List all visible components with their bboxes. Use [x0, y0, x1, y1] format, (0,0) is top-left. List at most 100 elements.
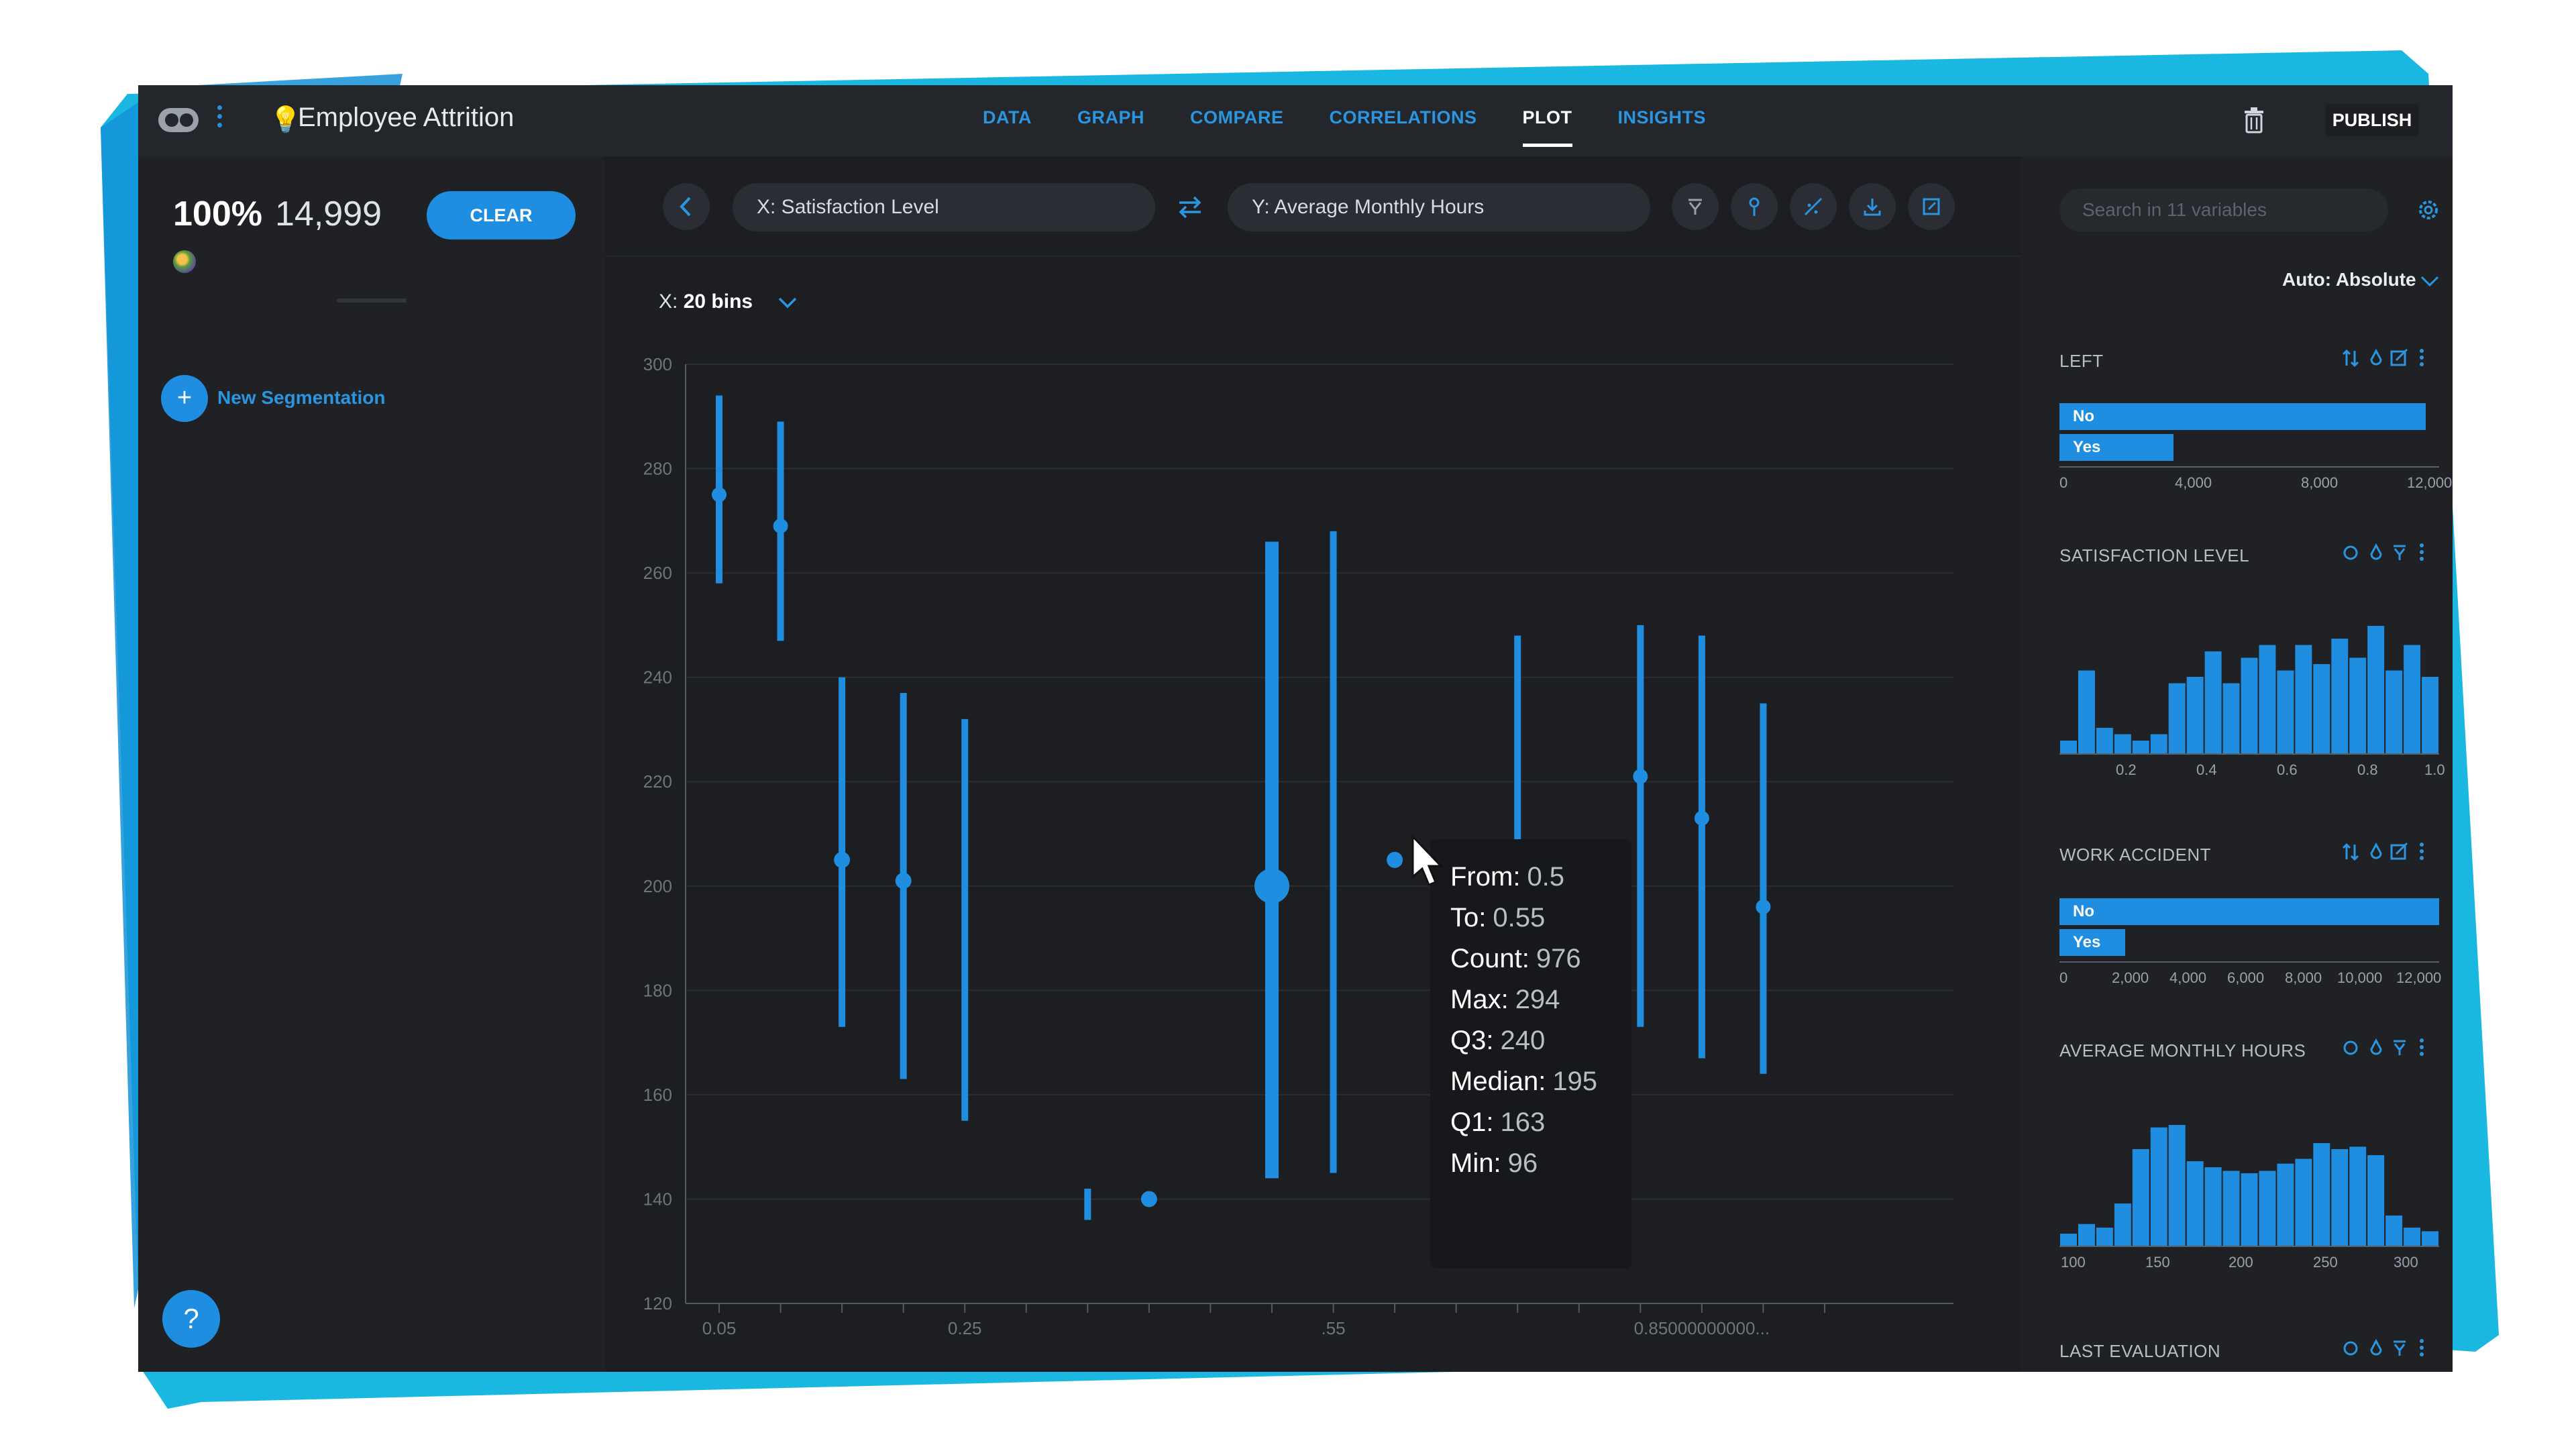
histogram-bar	[2331, 639, 2349, 753]
tooltip-count-label: Count:	[1450, 944, 1529, 973]
section-left-actions[interactable]	[2343, 347, 2443, 370]
section-title-satisfaction: SATISFACTION LEVEL	[2059, 545, 2250, 566]
histogram-bar	[2385, 670, 2403, 753]
x-tick-label: 0.85000000000...	[1634, 1318, 1770, 1338]
histogram-bar	[2422, 677, 2438, 753]
satisfaction-histogram[interactable]	[2059, 619, 2439, 753]
logo-icon[interactable]	[157, 104, 200, 136]
median-point	[1387, 851, 1403, 868]
tab-data[interactable]: DATA	[983, 107, 1032, 127]
wa-tick: 6,000	[2227, 969, 2265, 986]
work-accident-bar-yes-label: Yes	[2073, 933, 2101, 951]
tooltip-from: From: 0.5	[1450, 857, 1631, 898]
left-bar-yes[interactable]: Yes	[2059, 434, 2174, 461]
bin-tooltip: From: 0.5 To: 0.55 Count: 976 Max: 294 Q3: 24…	[1430, 839, 1631, 1269]
expand-icon	[1923, 198, 1940, 215]
y-tick-label: 240	[643, 667, 672, 688]
funnel-icon	[2394, 545, 2406, 560]
section-last-evaluation-actions[interactable]	[2343, 1337, 2443, 1360]
histogram-bar	[2295, 1159, 2312, 1246]
wa-tick: 2,000	[2112, 969, 2149, 986]
left-bar-no[interactable]: No	[2059, 403, 2426, 430]
trash-icon[interactable]	[2243, 107, 2265, 133]
sat-tick: 0.2	[2116, 761, 2137, 778]
tab-insights[interactable]: INSIGHTS	[1617, 107, 1707, 127]
app-menu-icon[interactable]	[215, 105, 224, 132]
monthly-hours-histogram[interactable]	[2059, 1118, 2439, 1246]
histogram-bar	[2367, 1155, 2385, 1246]
y-variable-select[interactable]: Y: Average Monthly Hours	[1228, 183, 1650, 231]
toolbar-divider	[605, 256, 2021, 257]
section-monthly-hours-actions[interactable]	[2343, 1036, 2443, 1059]
tab-plot[interactable]: PLOT	[1500, 85, 1595, 156]
tooltip-q3-value: 240	[1500, 1026, 1546, 1055]
tab-compare[interactable]: COMPARE	[1190, 107, 1284, 127]
box-plot-chart[interactable]: 300 280 260 240 220 200 180 160 140 120 0.05 0.25.…	[605, 311, 2021, 1357]
bins-value: 20 bins	[683, 290, 753, 313]
clear-button[interactable]: CLEAR	[427, 191, 576, 239]
median-point	[1254, 868, 1289, 904]
tab-graph[interactable]: GRAPH	[1077, 107, 1144, 127]
work-accident-bar-no[interactable]: No	[2059, 898, 2439, 925]
variables-panel: Search in 11 variables Auto: Absolute LE…	[2021, 156, 2453, 1372]
variable-search-input[interactable]: Search in 11 variables	[2059, 189, 2388, 231]
new-segmentation-plus-icon[interactable]: +	[161, 375, 208, 422]
expand-button[interactable]	[1908, 183, 1955, 230]
section-work-accident-actions[interactable]	[2343, 841, 2443, 863]
histogram-bar	[2168, 1125, 2186, 1246]
download-button[interactable]	[1849, 183, 1896, 230]
tab-correlations[interactable]: CORRELATIONS	[1329, 107, 1477, 127]
histogram-bar	[2222, 683, 2240, 753]
satisfaction-axis	[2059, 753, 2439, 755]
histogram-bar	[2132, 741, 2149, 753]
pin-button[interactable]	[1731, 183, 1778, 230]
mouse-cursor-icon	[1411, 834, 1444, 886]
tooltip-count: Count: 976	[1450, 938, 1631, 979]
left-tick: 8,000	[2301, 474, 2339, 491]
publish-button[interactable]: PUBLISH	[2325, 104, 2419, 136]
chart-toggle-icon	[2343, 1040, 2358, 1055]
new-segmentation-link[interactable]: New Segmentation	[217, 387, 386, 408]
help-button[interactable]: ?	[162, 1290, 220, 1348]
tooltip-max-label: Max:	[1450, 985, 1509, 1014]
chevron-down-icon[interactable]	[2419, 274, 2440, 288]
median-point	[1633, 769, 1648, 784]
tooltip-q1: Q1: 163	[1450, 1102, 1631, 1143]
filter-button[interactable]	[1672, 183, 1719, 230]
funnel-icon	[1688, 199, 1702, 215]
y-tick-label: 220	[643, 771, 672, 792]
chevron-down-icon[interactable]	[775, 294, 800, 311]
drop-icon	[2370, 1038, 2382, 1055]
funnel-icon	[2394, 1040, 2406, 1055]
work-accident-bar-yes[interactable]: Yes	[2059, 929, 2125, 956]
left-axis	[2059, 466, 2439, 468]
swap-axes-icon[interactable]	[1175, 193, 1205, 222]
chart-toggle-icon	[2343, 1341, 2358, 1356]
trendline-button[interactable]	[1790, 183, 1837, 230]
tooltip-q3-label: Q3:	[1450, 1026, 1494, 1055]
mh-tick: 250	[2313, 1254, 2338, 1271]
kebab-icon	[2420, 1038, 2424, 1056]
histogram-bar	[2349, 657, 2367, 753]
segment-color-icon[interactable]	[173, 250, 196, 273]
gear-icon[interactable]	[2416, 198, 2440, 222]
bins-selector[interactable]: X: 20 bins	[659, 290, 753, 313]
work-accident-axis	[2059, 961, 2439, 963]
tooltip-max-value: 294	[1515, 985, 1560, 1014]
histogram-bar	[2150, 734, 2167, 753]
tooltip-to: To: 0.55	[1450, 898, 1631, 938]
kebab-icon	[2420, 843, 2424, 860]
funnel-icon	[2394, 1340, 2406, 1356]
back-button[interactable]	[663, 183, 710, 230]
histogram-bar	[2277, 1163, 2294, 1246]
histogram-bar	[2204, 651, 2222, 753]
x-variable-select[interactable]: X: Satisfaction Level	[733, 183, 1155, 231]
scale-mode-select[interactable]: Auto: Absolute	[2282, 269, 2416, 290]
kebab-icon	[2420, 543, 2424, 561]
histogram-bar	[2096, 1228, 2113, 1246]
section-title-last-evaluation: LAST EVALUATION	[2059, 1341, 2221, 1361]
section-satisfaction-actions[interactable]	[2343, 541, 2443, 564]
sat-tick: 0.8	[2357, 761, 2378, 778]
tooltip-median: Median: 195	[1450, 1061, 1631, 1102]
histogram-bar	[2060, 1234, 2077, 1246]
